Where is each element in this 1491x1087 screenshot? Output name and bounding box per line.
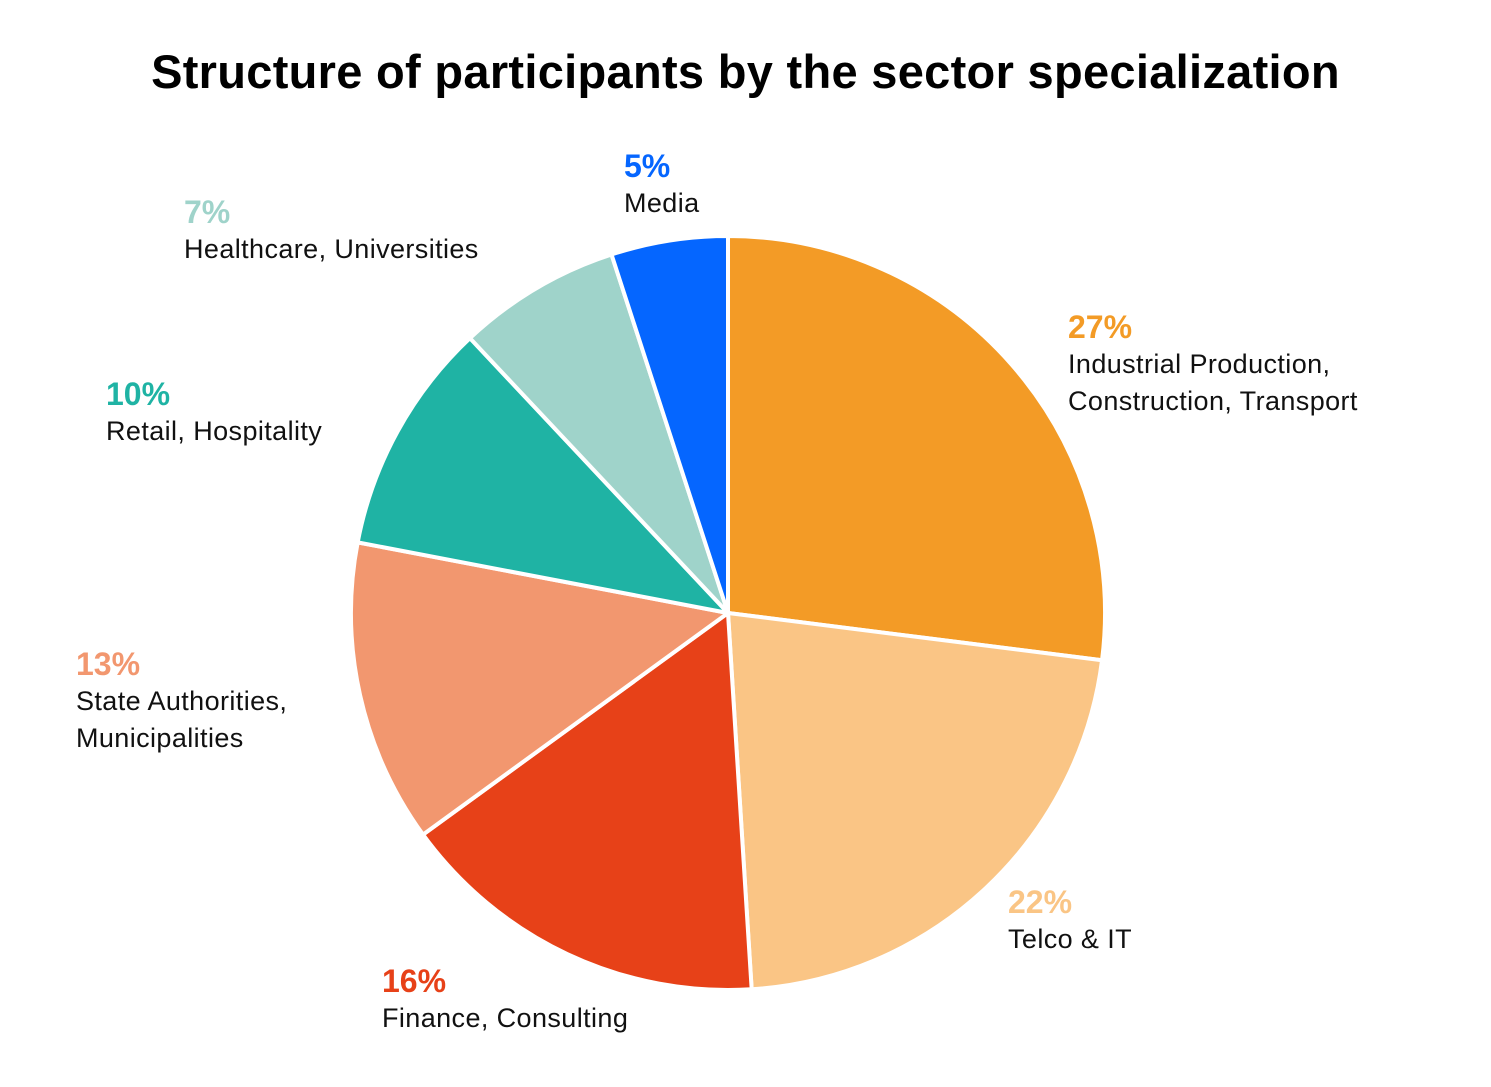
slice-percent: 27% — [1068, 309, 1133, 345]
slice-category-label: Media — [624, 188, 700, 218]
slice-label-4: 13% State Authorities, Municipalities — [76, 645, 287, 757]
slice-label-5: 10% Retail, Hospitality — [106, 375, 322, 450]
slice-percent: 7% — [184, 194, 231, 230]
slice-category-label: State Authorities, — [76, 686, 288, 716]
slice-label-1: 27% Industrial Production, Construction, T… — [1068, 308, 1358, 420]
pie-slice-6 — [467, 252, 730, 615]
slice-category-label: Finance, Consulting — [382, 1003, 629, 1033]
slice-percent: 16% — [382, 963, 447, 999]
pie-slice-4 — [349, 540, 730, 837]
pie-slice-3 — [421, 611, 754, 992]
pie-slice-5 — [355, 336, 730, 615]
chart-title: Structure of participants by the sector … — [151, 45, 1340, 98]
pie-slice-7 — [609, 234, 730, 615]
slice-percent: 10% — [106, 376, 171, 412]
slice-category-label: Construction, Transport — [1068, 386, 1358, 416]
pie-slice-2 — [726, 611, 1105, 992]
slice-category-label: Industrial Production, — [1068, 349, 1331, 379]
slice-percent: 13% — [76, 646, 141, 682]
slice-label-3: 16% Finance, Consulting — [382, 962, 628, 1037]
slice-percent: 5% — [624, 148, 671, 184]
slice-category-label: Healthcare, Universities — [184, 234, 479, 264]
slice-label-2: 22% Telco & IT — [1008, 883, 1132, 958]
slice-label-6: 7% Healthcare, Universities — [184, 193, 479, 268]
slice-category-label: Retail, Hospitality — [106, 416, 323, 446]
slice-label-7: 5% Media — [624, 147, 700, 222]
slice-category-label: Telco & IT — [1008, 924, 1133, 954]
pie-slice-1 — [726, 234, 1108, 663]
slice-percent: 22% — [1008, 884, 1073, 920]
slice-category-label: Municipalities — [76, 723, 244, 753]
